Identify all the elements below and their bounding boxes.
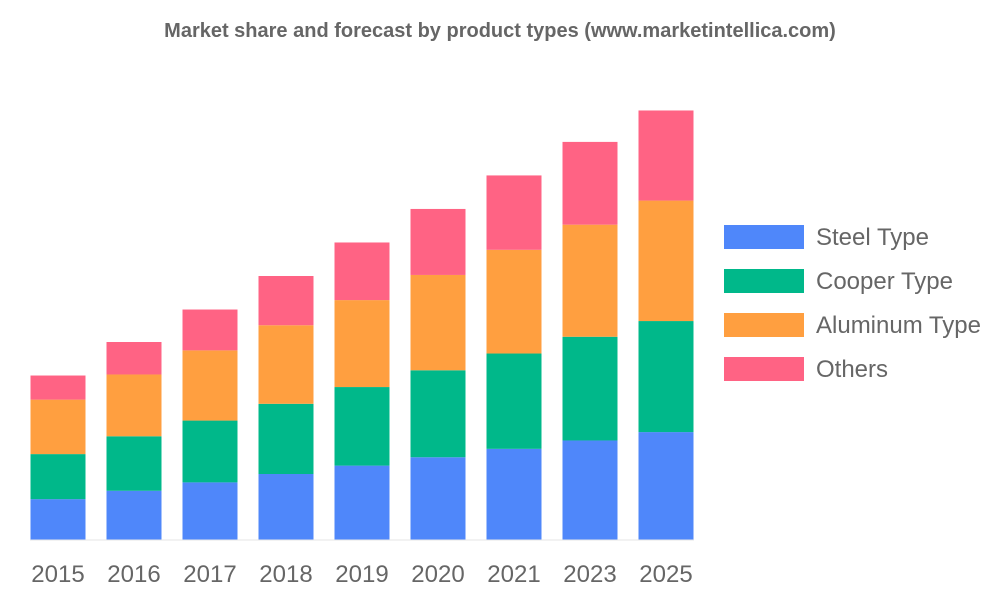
bars-group (30, 110, 694, 540)
bar-segment-2015-1 (30, 454, 86, 500)
legend-label[interactable]: Others (816, 356, 888, 383)
bar-segment-2016-0 (106, 490, 162, 540)
bar-segment-2023-3 (562, 141, 618, 225)
bar-segment-2016-1 (106, 436, 162, 491)
bar-segment-2017-0 (182, 482, 238, 540)
bar-segment-2021-2 (486, 249, 542, 354)
bar-segment-2016-3 (106, 342, 162, 375)
x-tick-label: 2025 (639, 561, 692, 588)
legend-label[interactable]: Cooper Type (816, 268, 953, 295)
bar-segment-2023-0 (562, 440, 618, 540)
bar-segment-2023-1 (562, 336, 618, 441)
legend: Steel Type Cooper Type Aluminum Type Others (724, 224, 981, 383)
bar-segment-2020-1 (410, 370, 466, 458)
bar-segment-2017-2 (182, 350, 238, 421)
bar-segment-2019-2 (334, 300, 390, 388)
x-tick-label: 2018 (259, 561, 312, 588)
legend-label[interactable]: Aluminum Type (816, 312, 981, 339)
bar-segment-2017-3 (182, 309, 238, 351)
bar-segment-2017-1 (182, 420, 238, 483)
legend-swatch[interactable] (724, 225, 804, 249)
bar-segment-2015-3 (30, 375, 86, 400)
bar-segment-2025-2 (638, 200, 694, 322)
legend-label[interactable]: Steel Type (816, 224, 929, 251)
bar-segment-2021-1 (486, 353, 542, 449)
bar-segment-2018-2 (258, 325, 314, 404)
bar-segment-2015-0 (30, 499, 86, 540)
x-tick-label: 2020 (411, 561, 464, 588)
bar-segment-2025-1 (638, 321, 694, 433)
bar-segment-2020-2 (410, 274, 466, 371)
x-tick-label: 2021 (487, 561, 540, 588)
bar-segment-2018-3 (258, 276, 314, 326)
bar-segment-2019-3 (334, 242, 390, 301)
bar-segment-2018-0 (258, 474, 314, 540)
x-tick-label: 2017 (183, 561, 236, 588)
bar-segment-2018-1 (258, 403, 314, 474)
bar-segment-2023-2 (562, 224, 618, 337)
x-tick-label: 2023 (563, 561, 616, 588)
legend-swatch[interactable] (724, 313, 804, 337)
bar-segment-2021-3 (486, 175, 542, 250)
bar-segment-2020-3 (410, 208, 466, 275)
bar-segment-2021-0 (486, 448, 542, 540)
bar-segment-2015-2 (30, 399, 86, 455)
bar-segment-2025-0 (638, 432, 694, 540)
bar-segment-2020-0 (410, 457, 466, 540)
x-tick-label: 2016 (107, 561, 160, 588)
x-tick-label: 2015 (31, 561, 84, 588)
legend-swatch[interactable] (724, 269, 804, 293)
bar-segment-2019-1 (334, 387, 390, 466)
x-tick-labels: 2015 2016 2017 2018 2019 2020 2021 2023 2025 (31, 561, 692, 588)
x-tick-label: 2019 (335, 561, 388, 588)
bar-segment-2025-3 (638, 110, 694, 201)
legend-swatch[interactable] (724, 357, 804, 381)
bar-segment-2016-2 (106, 374, 162, 437)
bar-segment-2019-0 (334, 465, 390, 540)
chart-title: Market share and forecast by product typ… (164, 20, 836, 42)
